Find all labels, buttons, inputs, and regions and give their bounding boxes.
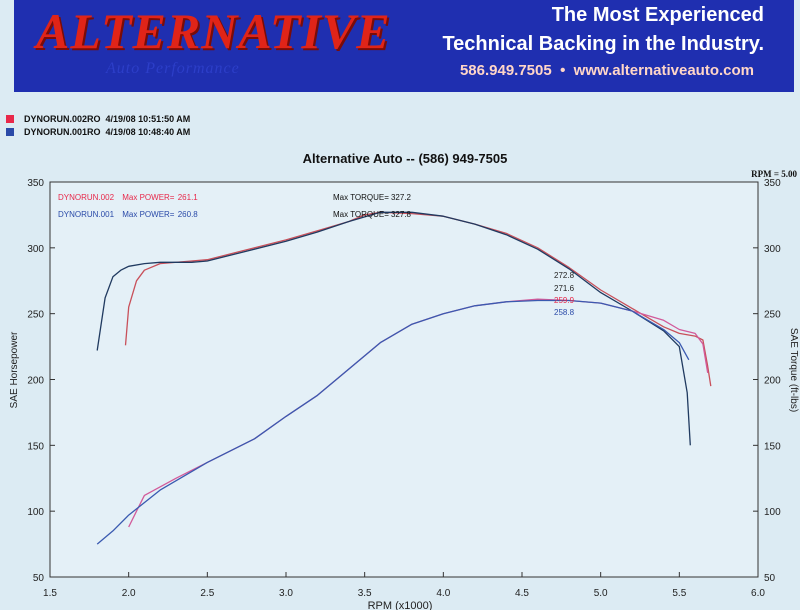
y-tick-label: 200 [27,376,44,387]
y-axis-left: 50 100 150 200 250 300 350 [27,178,55,584]
tagline-line-1: The Most Experienced [551,4,764,26]
x-tick-label: 1.5 [43,588,57,599]
header-banner: ALTERNATIVE Auto Performance The Most Ex… [14,0,794,92]
plot-area [49,181,759,578]
run-info-row: DYNORUN.002RO 4/19/08 10:51:50 AM [6,114,190,124]
run-color-swatch [6,115,14,123]
x-axis: 1.5 2.0 2.5 3.0 3.5 4.0 4.5 5.0 5.5 6.0 [43,572,765,599]
y-tick-label: 100 [27,507,44,518]
phone-number: 586.949.7505 [459,62,552,79]
brand-subtitle: Auto Performance [106,60,240,77]
series-layer [96,211,712,545]
legend-entry: DYNORUN.001 Max POWER= 260.8 [58,210,198,219]
run-color-swatch [6,128,14,136]
dyno-chart: Alternative Auto -- (586) 949-7505 RPM =… [0,145,800,610]
x-tick-label: 2.5 [200,588,214,599]
y-tick-label: 50 [33,573,45,584]
brand-logo: ALTERNATIVE [36,3,391,59]
x-tick-label: 2.0 [122,588,136,599]
x-tick-label: 4.5 [515,588,529,599]
run-time: 10:48:40 AM [138,127,191,137]
run-file-name: DYNORUN.001RO [24,127,101,137]
y-axis-right: 50 100 150 200 250 300 350 [753,178,781,584]
run-date: 4/19/08 [105,127,136,137]
x-tick-label: 5.5 [672,588,686,599]
y-tick-label: 250 [764,310,781,321]
readout-value: 271.6 [554,284,575,293]
y-tick-label: 100 [764,507,781,518]
y-axis-right-label: SAE Torque (ft-lbs) [788,328,799,412]
torque-note: Max TORQUE= 327.8 [333,210,412,219]
series-line-torque-dynorun-001 [96,211,691,446]
run-date: 4/19/08 [105,114,136,124]
y-tick-label: 350 [27,178,44,189]
legend-entry: DYNORUN.002 Max POWER= 261.1 [58,193,198,202]
x-tick-label: 3.0 [279,588,293,599]
x-tick-label: 4.0 [436,588,450,599]
x-tick-label: 3.5 [358,588,372,599]
torque-note: Max TORQUE= 327.2 [333,193,412,202]
rpm-readout: RPM = 5.00 [751,169,797,179]
readout-value: 272.8 [554,271,575,280]
y-tick-label: 150 [27,441,44,452]
chart-title: Alternative Auto -- (586) 949-7505 [303,151,508,166]
run-info-row: DYNORUN.001RO 4/19/08 10:48:40 AM [6,127,190,137]
y-tick-label: 350 [764,178,781,189]
y-tick-label: 250 [27,310,44,321]
x-axis-label: RPM (x1000) [368,600,433,610]
y-tick-label: 50 [764,573,776,584]
y-tick-label: 150 [764,441,781,452]
y-axis-left-label: SAE Horsepower [9,331,20,408]
readout-value: 259.9 [554,296,575,305]
tagline-line-2: Technical Backing in the Industry. [442,33,764,55]
run-time: 10:51:50 AM [138,114,191,124]
run-file-name: DYNORUN.002RO [24,114,101,124]
readout-value: 258.8 [554,308,575,317]
y-tick-label: 200 [764,376,781,387]
y-tick-label: 300 [764,244,781,255]
x-tick-label: 5.0 [594,588,608,599]
website-link[interactable]: www.alternativeauto.com [573,62,754,79]
series-line-power-dynorun-001 [96,299,690,545]
x-tick-label: 6.0 [751,588,765,599]
y-tick-label: 300 [27,244,44,255]
separator-dot: • [560,62,566,79]
contact-line: 586.949.7505 • www.alternativeauto.com [460,62,754,79]
